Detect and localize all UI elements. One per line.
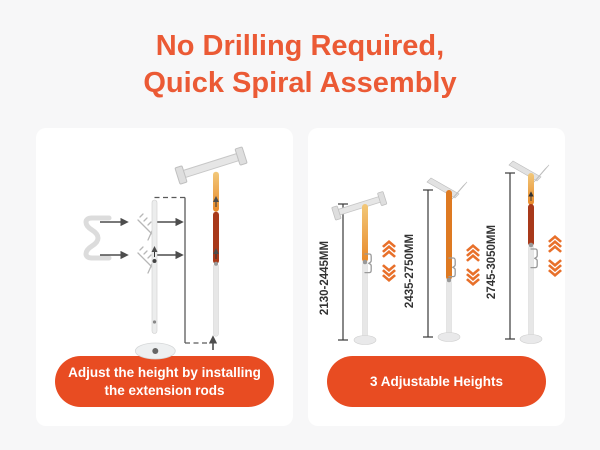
svg-text:2435-2750MM: 2435-2750MM — [404, 234, 416, 308]
svg-text:2745-3050MM: 2745-3050MM — [486, 225, 498, 299]
svg-text:2130-2445MM: 2130-2445MM — [319, 241, 331, 315]
